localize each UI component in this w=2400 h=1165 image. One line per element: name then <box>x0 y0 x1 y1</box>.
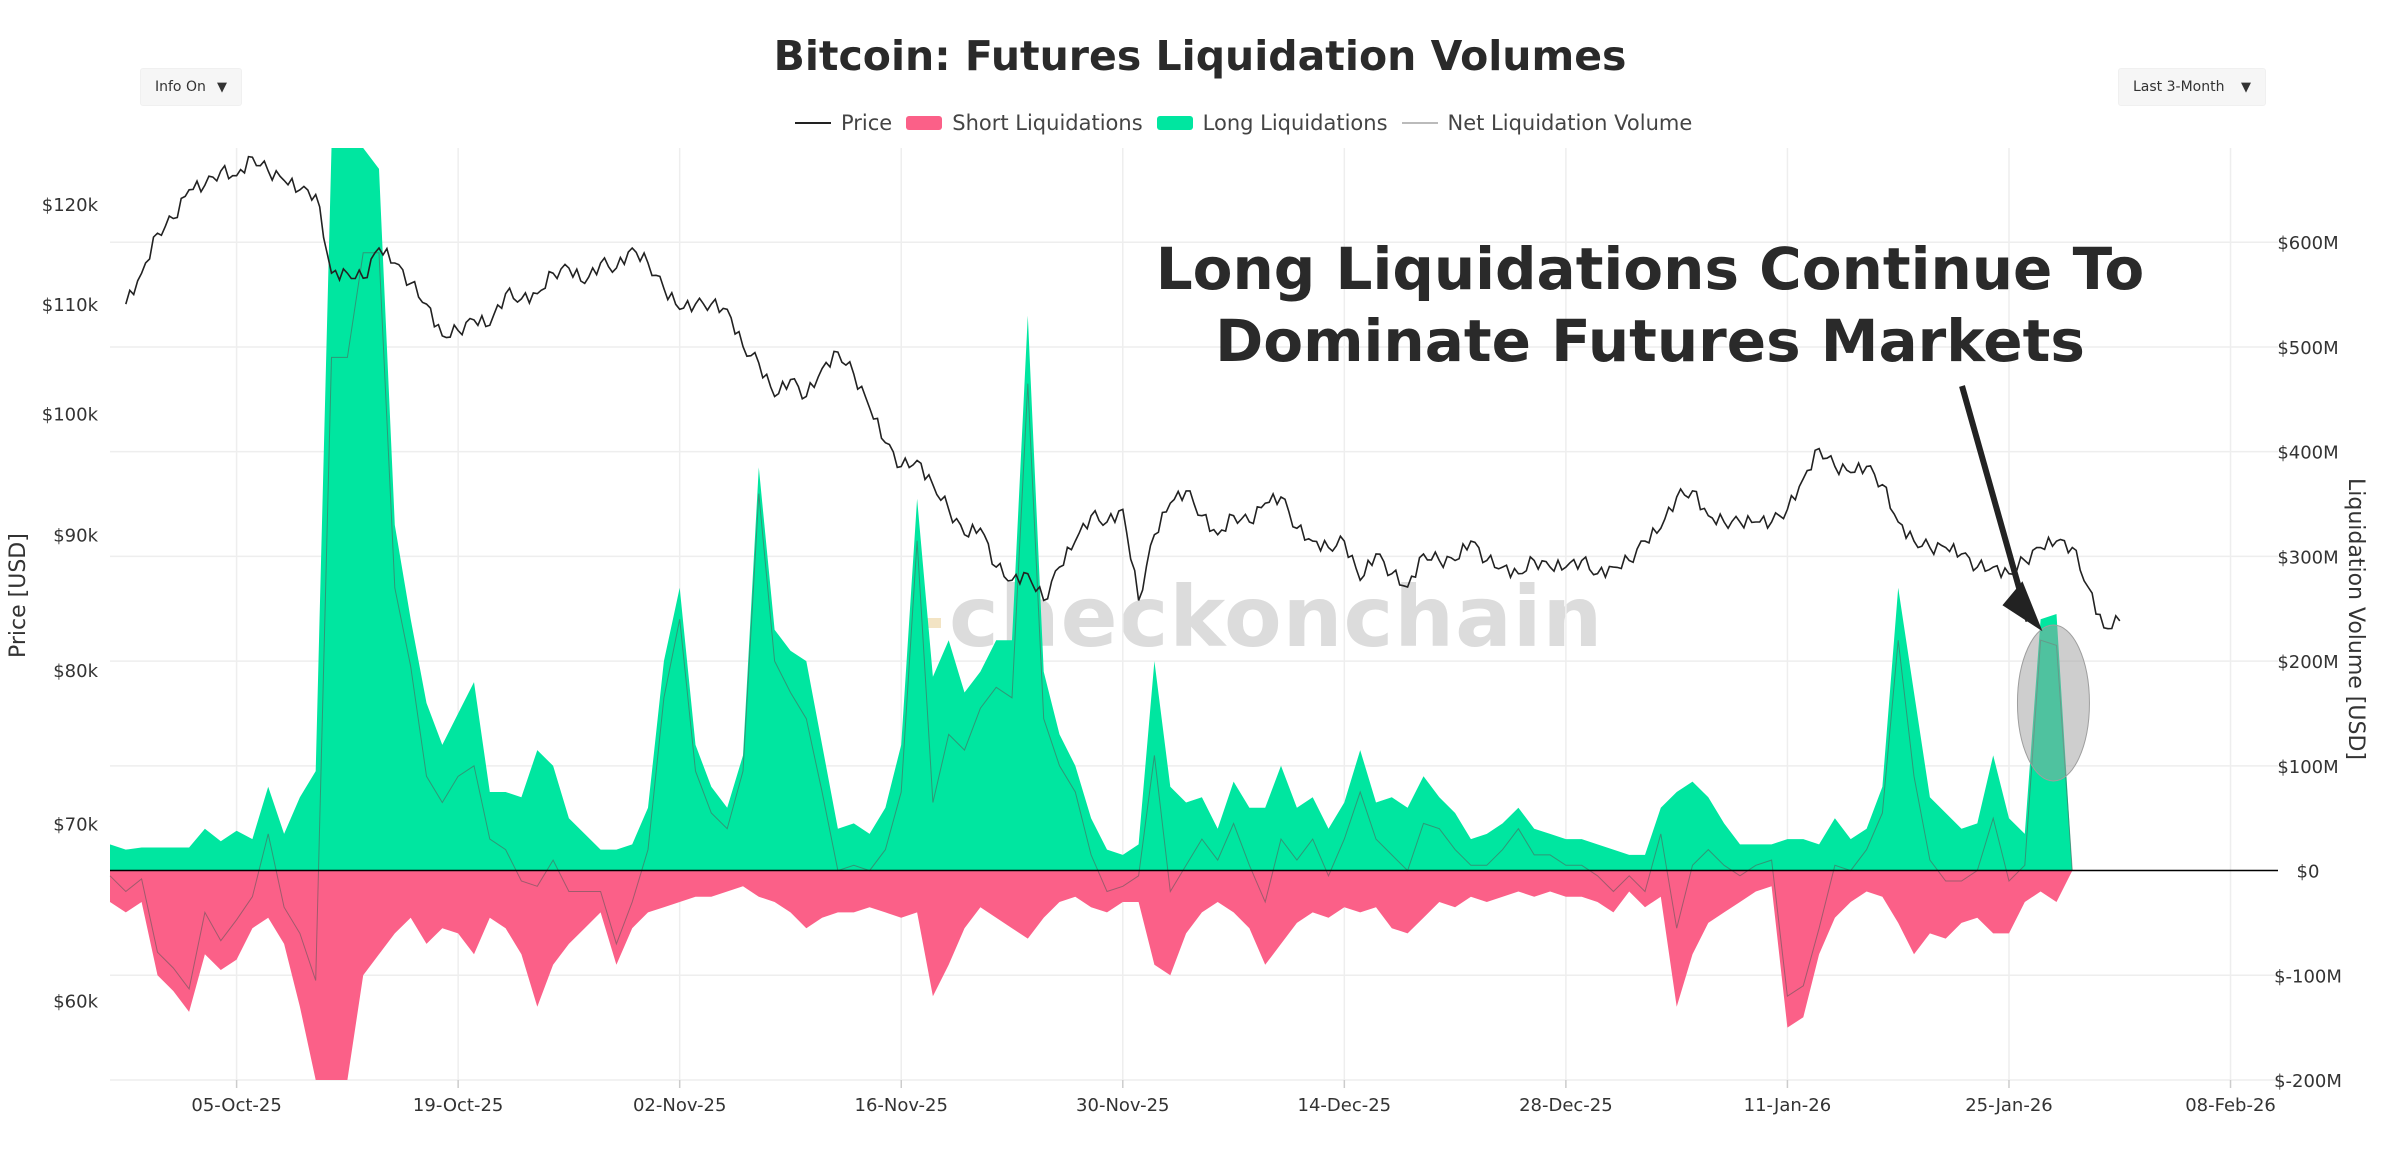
chevron-down-icon: ▼ <box>2241 79 2251 95</box>
y-left-tick-label: $90k <box>53 526 98 547</box>
net-liquidation-layer <box>109 252 2073 998</box>
legend-swatch-price <box>795 122 831 124</box>
highlight-ellipse <box>2016 624 2090 782</box>
range-select-label: Last 3-Month <box>2133 79 2225 95</box>
legend-swatch-net <box>1401 122 1438 124</box>
range-select-dropdown[interactable]: Last 3-Month ▼ <box>2118 68 2266 106</box>
y-axis-title-left: Price [USD] <box>6 533 31 658</box>
y-left-tick-label: $80k <box>53 661 98 682</box>
net-liquidation-line <box>109 252 2073 998</box>
legend-label-short: Short Liquidations <box>952 111 1143 135</box>
chevron-down-icon: ▼ <box>217 79 227 95</box>
annotation-text: Long Liquidations Continue To Dominate F… <box>1150 233 2150 377</box>
legend-label-price: Price <box>841 111 893 135</box>
legend-item-long[interactable]: Long Liquidations <box>1156 111 1388 135</box>
watermark: checkonchain <box>915 568 1603 666</box>
x-tick-label: 16-Nov-25 <box>855 1095 948 1116</box>
y-right-tick-label: $300M <box>2277 547 2338 568</box>
y-right-tick-label: $600M <box>2277 233 2338 254</box>
x-tick-label: 14-Dec-25 <box>1298 1095 1392 1116</box>
annotation-line-1: Long Liquidations Continue To <box>1155 235 2145 303</box>
short-liquidations-area <box>110 870 2073 1080</box>
legend-item-short[interactable]: Short Liquidations <box>906 111 1143 135</box>
info-toggle-label: Info On <box>155 79 206 95</box>
grid-lines <box>110 148 2278 1081</box>
axis-layer: 05-Oct-25 19-Oct-25 02-Nov-25 16-Nov-25 30-N… <box>42 195 2342 1116</box>
x-tick-label: 19-Oct-25 <box>413 1095 503 1116</box>
legend-label-net: Net Liquidation Volume <box>1447 111 1693 135</box>
watermark-text: checkonchain <box>949 568 1604 666</box>
annotation-line-2: Dominate Futures Markets <box>1215 307 2085 375</box>
x-tick-label: 11-Jan-26 <box>1744 1095 1832 1116</box>
annotation-arrow-head <box>2002 581 2043 632</box>
y-left-tick-label: $70k <box>53 815 98 836</box>
x-tick-label: 08-Feb-26 <box>2185 1095 2276 1116</box>
y-right-tick-label: $0 <box>2297 862 2320 883</box>
y-right-tick-label: $400M <box>2277 443 2338 464</box>
long-liquidations-layer <box>110 148 2073 871</box>
annotation-arrow-line <box>1959 385 2032 623</box>
long-liquidations-area <box>110 148 2073 871</box>
y-right-tick-label: $-100M <box>2274 966 2342 987</box>
y-left-tick-label: $110k <box>42 295 99 316</box>
info-toggle-dropdown[interactable]: Info On ▼ <box>140 68 242 106</box>
chart-title: Bitcoin: Futures Liquidation Volumes <box>773 32 1627 80</box>
x-tick-label: 28-Dec-25 <box>1519 1095 1613 1116</box>
legend-swatch-long <box>1156 116 1193 130</box>
legend-item-net[interactable]: Net Liquidation Volume <box>1401 111 1693 135</box>
price-line <box>125 155 2121 630</box>
y-left-tick-label: $60k <box>53 992 98 1013</box>
short-liquidations-layer <box>110 870 2073 1080</box>
legend-swatch-short <box>906 116 943 130</box>
y-right-tick-label: $-200M <box>2274 1071 2342 1092</box>
legend-label-long: Long Liquidations <box>1202 111 1388 135</box>
chart-legend: Price Short Liquidations Long Liquidatio… <box>795 108 1706 138</box>
x-tick-label: 30-Nov-25 <box>1076 1095 1169 1116</box>
y-axis-title-right: Liquidation Volume [USD] <box>2343 478 2368 760</box>
highlight-layer <box>1959 385 2090 782</box>
y-left-tick-label: $100k <box>42 405 99 426</box>
x-tick-label: 05-Oct-25 <box>191 1095 281 1116</box>
x-tick-label: 02-Nov-25 <box>633 1095 726 1116</box>
price-layer <box>125 155 2121 630</box>
y-right-tick-label: $100M <box>2277 757 2338 778</box>
y-right-tick-label: $500M <box>2277 338 2338 359</box>
x-tick-label: 25-Jan-26 <box>1965 1095 2053 1116</box>
y-left-tick-label: $120k <box>42 195 99 216</box>
legend-item-price[interactable]: Price <box>795 111 892 135</box>
y-right-tick-label: $200M <box>2277 652 2338 673</box>
